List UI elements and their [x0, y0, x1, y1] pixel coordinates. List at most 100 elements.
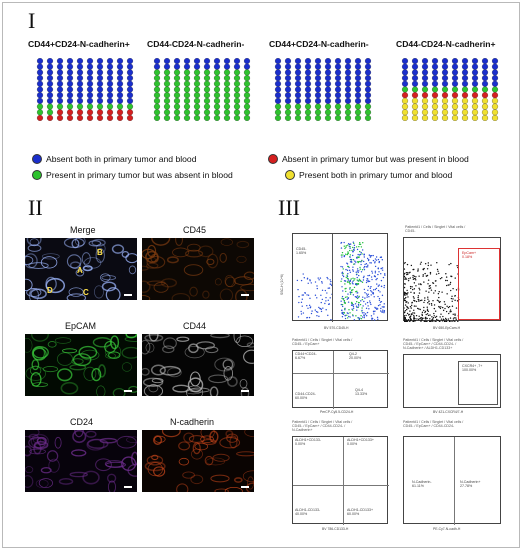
waffle-dot	[173, 92, 181, 99]
event-point	[415, 279, 417, 281]
waffle-dot	[354, 75, 362, 82]
cell-outline	[45, 276, 57, 292]
waffle-dot	[243, 114, 251, 121]
event-point	[404, 318, 406, 320]
flow-plot-epcam: Patient#1 / Cells / Singlet / Vital cell…	[393, 225, 505, 337]
waffle-dot	[284, 80, 292, 87]
event-point	[346, 269, 349, 272]
cell-outline	[224, 486, 243, 492]
waffle-dot	[76, 80, 84, 87]
cell-outline	[63, 238, 85, 249]
event-point	[375, 259, 378, 261]
waffle-dot	[314, 63, 322, 70]
event-point	[404, 262, 405, 265]
waffle-dot	[193, 103, 201, 110]
event-point	[342, 275, 345, 278]
event-point	[375, 287, 378, 290]
waffle-dot	[481, 58, 489, 65]
event-point	[446, 279, 448, 282]
event-point	[349, 247, 351, 249]
event-point	[344, 302, 346, 304]
waffle-dot	[46, 80, 54, 87]
waffle-dot	[223, 114, 231, 121]
waffle-dot	[173, 97, 181, 104]
cell-outline	[69, 471, 88, 478]
event-point	[357, 256, 359, 258]
cell-outline	[190, 474, 204, 485]
event-point	[428, 287, 430, 290]
event-point	[307, 307, 309, 309]
waffle-dot	[76, 58, 84, 65]
waffle-dot	[116, 86, 124, 93]
waffle-dot	[314, 69, 322, 76]
event-point	[428, 300, 430, 302]
waffle-dot	[491, 92, 499, 99]
waffle-dot	[96, 103, 104, 110]
cell-outline	[28, 433, 39, 440]
event-point	[353, 247, 356, 249]
event-point	[347, 297, 349, 300]
event-point	[351, 301, 353, 304]
waffle-dot	[243, 109, 251, 116]
event-point	[301, 294, 303, 296]
panel-label-iii: III	[278, 195, 300, 220]
event-point	[376, 283, 378, 285]
event-point	[449, 309, 452, 311]
cell-outline	[126, 436, 137, 443]
event-point	[421, 314, 424, 317]
waffle-dot	[213, 80, 221, 87]
event-point	[345, 253, 347, 255]
event-point	[364, 303, 367, 305]
waffle-dot	[364, 92, 372, 99]
event-point	[413, 316, 415, 318]
micrograph-label-cd45: CD45	[183, 225, 207, 235]
waffle-dot	[481, 63, 489, 70]
waffle-dot	[461, 58, 469, 65]
event-point	[381, 267, 384, 269]
waffle-dot	[183, 114, 191, 121]
event-point	[370, 315, 373, 317]
cxcr4-gate	[458, 361, 498, 405]
event-point	[432, 300, 434, 302]
event-point	[416, 318, 418, 320]
event-point	[361, 281, 364, 283]
event-point	[404, 307, 405, 309]
waffle-dot	[461, 114, 469, 121]
event-point	[448, 305, 451, 308]
event-point	[362, 276, 365, 279]
event-point	[361, 298, 364, 301]
waffle-chart-4	[401, 58, 499, 121]
waffle-dot	[116, 75, 124, 82]
event-point	[372, 310, 375, 313]
waffle-dot	[243, 92, 251, 99]
waffle-dot	[294, 103, 302, 110]
waffle-dot	[401, 103, 409, 110]
waffle-dot	[36, 109, 44, 116]
event-point	[301, 298, 304, 300]
waffle-title-4: CD44-CD24-N-cadherin+	[396, 39, 496, 49]
waffle-dot	[223, 103, 231, 110]
waffle-dot	[193, 109, 201, 116]
event-point	[358, 274, 360, 277]
event-point	[321, 280, 323, 283]
event-point	[325, 309, 327, 311]
waffle-dot	[284, 109, 292, 116]
waffle-dot	[491, 75, 499, 82]
waffle-dot	[491, 80, 499, 87]
waffle-dot	[203, 97, 211, 104]
waffle-dot	[304, 80, 312, 87]
event-point	[404, 298, 405, 300]
event-point	[450, 297, 453, 300]
event-point	[356, 292, 358, 294]
event-point	[410, 319, 412, 322]
waffle-chart-1	[36, 58, 134, 121]
cell-outline	[82, 470, 100, 485]
event-point	[412, 278, 415, 280]
event-point	[359, 266, 361, 269]
waffle-dot	[163, 58, 171, 65]
flow-plot-n-cadherin: Patient#1 / Cells / Singlet / Vital cell…	[393, 420, 505, 538]
event-point	[355, 305, 358, 307]
waffle-dot	[364, 69, 372, 76]
event-point	[349, 261, 352, 263]
event-point	[340, 280, 342, 283]
